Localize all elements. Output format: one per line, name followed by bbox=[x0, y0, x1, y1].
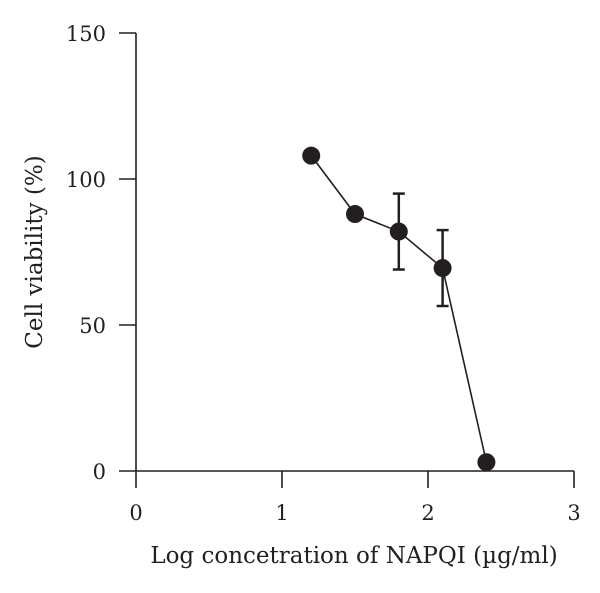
data-point bbox=[346, 205, 364, 224]
x-tick-label: 0 bbox=[129, 501, 142, 525]
data-point bbox=[433, 259, 452, 278]
data-point bbox=[477, 453, 496, 472]
x-tick-label: 2 bbox=[421, 501, 434, 525]
y-tick-label: 0 bbox=[93, 460, 106, 484]
data-point bbox=[302, 146, 321, 165]
y-tick-label: 100 bbox=[66, 168, 106, 192]
axes: 0 1 2 3 0 50 100 150 bbox=[66, 22, 581, 525]
x-axis-title: Log concetration of NAPQI (µg/ml) bbox=[150, 543, 557, 569]
y-axis-ticks: 0 50 100 150 bbox=[66, 22, 136, 484]
y-tick-label: 50 bbox=[79, 314, 106, 338]
data-point bbox=[389, 222, 408, 241]
y-axis-title: Cell viability (%) bbox=[22, 155, 48, 348]
x-axis-ticks: 0 1 2 3 bbox=[129, 471, 581, 525]
series-layer bbox=[302, 146, 496, 472]
x-tick-label: 1 bbox=[275, 501, 288, 525]
y-tick-label: 150 bbox=[66, 22, 106, 46]
x-tick-label: 3 bbox=[567, 501, 580, 525]
